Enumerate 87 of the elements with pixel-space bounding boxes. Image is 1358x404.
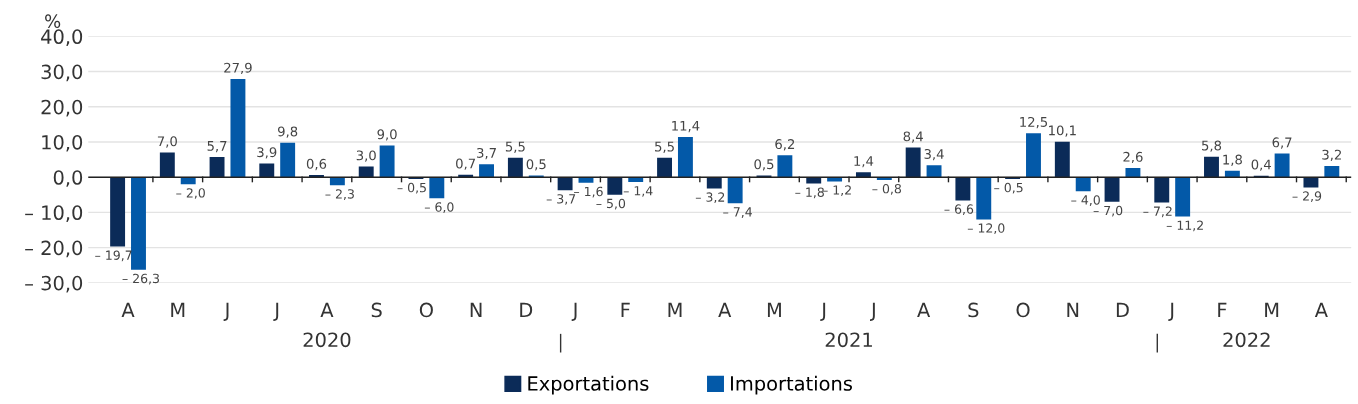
- data-label: 5,7: [207, 141, 227, 153]
- data-label: – 5,0: [596, 198, 626, 210]
- data-label: – 3,7: [546, 194, 576, 205]
- data-label: – 2,0: [176, 188, 205, 199]
- data-label: 5,8: [1202, 140, 1222, 152]
- x-tick-label: A: [718, 302, 732, 318]
- text: 2022: [1223, 332, 1270, 348]
- data-label: 3,7: [477, 147, 496, 160]
- legend-label: Importations: [731, 375, 852, 395]
- x-tick-label: O: [419, 302, 433, 318]
- y-tick-label: 10,0: [42, 134, 83, 152]
- x-tick-label: D: [1116, 302, 1129, 318]
- data-label: – 3,2: [695, 192, 725, 204]
- data-label: 5,5: [505, 141, 525, 153]
- data-label: 9,0: [377, 129, 397, 141]
- data-label: 12,5: [1020, 116, 1048, 129]
- data-label: 7,0: [157, 136, 177, 148]
- data-label: – 7,0: [1093, 205, 1123, 217]
- data-label: 0,6: [306, 158, 327, 171]
- x-tick-label: N: [470, 302, 482, 318]
- x-tick-label: J: [571, 302, 577, 321]
- data-label: 1,4: [854, 156, 874, 168]
- y-tick-label: – 10,0: [25, 205, 83, 223]
- x-tick-label: N: [1067, 302, 1079, 318]
- x-tick-label: J: [1168, 302, 1174, 321]
- data-label: – 0,5: [397, 182, 426, 194]
- data-label: – 0,5: [994, 182, 1023, 194]
- data-label: – 6,6: [944, 204, 974, 216]
- data-label: – 2,3: [325, 189, 354, 200]
- data-label: – 0,8: [872, 183, 901, 195]
- x-tick-label: F: [621, 302, 630, 318]
- x-tick-label: A: [320, 302, 334, 318]
- data-label: – 4,0: [1071, 195, 1100, 206]
- y-tick-label: 40,0: [41, 29, 83, 47]
- data-label: – 26,3: [122, 273, 159, 285]
- data-label: 1,8: [1223, 154, 1242, 166]
- x-tick-label: A: [1314, 302, 1328, 318]
- data-label: 27,9: [224, 62, 252, 75]
- x-tick-label: A: [917, 302, 931, 318]
- data-label: – 1,6: [574, 186, 603, 198]
- x-tick-label: J: [223, 302, 229, 321]
- x-tick-label: J: [273, 302, 279, 321]
- data-label: 10,1: [1049, 125, 1076, 137]
- y-tick-label: 0,0: [53, 170, 83, 187]
- data-label: – 2,9: [1292, 191, 1322, 203]
- data-label: 9,8: [277, 126, 298, 138]
- data-label: 0,7: [456, 158, 476, 170]
- data-label: 8,4: [903, 131, 923, 143]
- x-tick-label: A: [121, 302, 135, 318]
- x-tick-label: M: [1265, 302, 1279, 318]
- data-label: 2,6: [1123, 151, 1143, 164]
- x-tick-label: M: [171, 302, 185, 318]
- data-label: 3,0: [356, 150, 376, 162]
- x-tick-label: J: [820, 302, 826, 321]
- x-tick-label: S: [371, 302, 382, 318]
- data-label: 3,4: [924, 148, 944, 161]
- x-tick-label: F: [1218, 302, 1227, 318]
- x-tick-label: M: [767, 302, 781, 318]
- x-tick-label: D: [520, 302, 533, 318]
- data-label: 5,5: [655, 141, 674, 153]
- x-tick-label: J: [870, 302, 875, 321]
- text: 2021: [825, 332, 872, 348]
- data-label: 0,4: [1251, 159, 1271, 171]
- y-tick-label: – 20,0: [25, 240, 83, 258]
- data-label: 0,5: [526, 159, 546, 171]
- data-label: 3,2: [1322, 149, 1341, 162]
- data-label: 11,4: [672, 120, 700, 133]
- data-label: – 7,4: [723, 207, 752, 218]
- data-label: – 12,0: [967, 223, 1005, 235]
- x-tick-label: M: [668, 302, 682, 318]
- y-tick-label: 30,0: [41, 64, 83, 82]
- data-label: – 11,2: [1166, 220, 1203, 232]
- text: 2020: [303, 332, 351, 348]
- y-tick-label: – 30,0: [25, 275, 83, 293]
- legend-label: Exportations: [528, 375, 649, 395]
- x-tick-label: O: [1016, 302, 1030, 318]
- data-label: 0,5: [754, 159, 774, 171]
- data-label: – 1,4: [623, 186, 653, 197]
- data-label: – 7,2: [1143, 206, 1172, 218]
- data-label: – 6,0: [424, 202, 454, 213]
- y-axis-title: %: [45, 14, 61, 28]
- data-label: – 1,8: [795, 187, 824, 199]
- data-label: 3,9: [257, 147, 277, 159]
- y-tick-label: 20,0: [41, 99, 83, 117]
- x-tick-label: S: [968, 302, 979, 318]
- data-label: 6,7: [1272, 137, 1292, 149]
- data-label: 6,2: [775, 139, 795, 151]
